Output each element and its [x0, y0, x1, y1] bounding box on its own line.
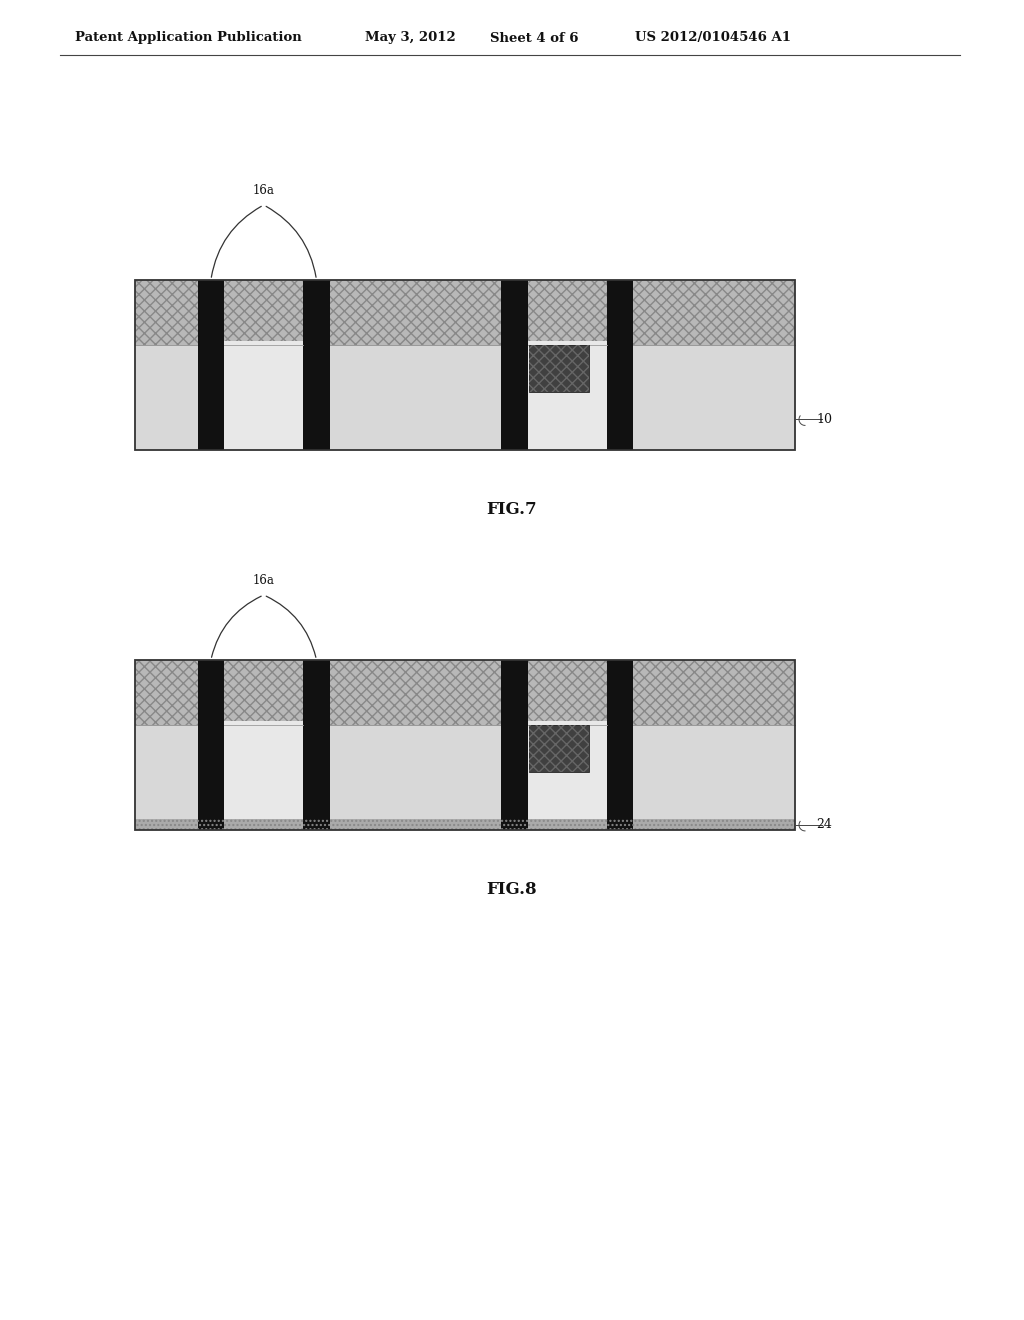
Text: 16a: 16a	[253, 574, 274, 587]
Bar	[135, 660, 795, 830]
Bar	[135, 725, 795, 830]
Text: Sheet 4 of 6: Sheet 4 of 6	[490, 32, 579, 45]
Bar	[502, 280, 527, 450]
FancyArrowPatch shape	[212, 597, 261, 657]
Bar	[135, 280, 795, 345]
Bar	[135, 345, 795, 450]
Bar	[135, 660, 795, 725]
Bar	[529, 725, 589, 772]
FancyArrowPatch shape	[266, 597, 315, 657]
Text: Patent Application Publication: Patent Application Publication	[75, 32, 302, 45]
Text: May 3, 2012: May 3, 2012	[365, 32, 456, 45]
Bar	[527, 721, 607, 830]
Bar	[135, 818, 795, 830]
Bar	[135, 660, 795, 830]
Text: US 2012/0104546 A1: US 2012/0104546 A1	[635, 32, 791, 45]
Bar	[303, 660, 330, 830]
Bar	[527, 342, 607, 450]
Bar	[135, 660, 795, 725]
Bar	[135, 280, 795, 450]
Bar	[502, 660, 527, 830]
Bar	[135, 818, 795, 830]
Bar	[135, 280, 795, 345]
Text: 10: 10	[816, 413, 831, 426]
Text: FIG.7: FIG.7	[486, 502, 538, 519]
Text: 24: 24	[816, 818, 831, 832]
Bar	[224, 342, 303, 450]
Bar	[198, 280, 224, 450]
Bar	[607, 660, 633, 830]
Bar	[607, 280, 633, 450]
Bar	[135, 280, 795, 450]
FancyArrowPatch shape	[266, 206, 316, 277]
Bar	[529, 725, 589, 772]
Text: FIG.8: FIG.8	[486, 882, 538, 899]
Bar	[529, 345, 589, 392]
Bar	[303, 280, 330, 450]
Bar	[224, 721, 303, 830]
FancyArrowPatch shape	[211, 206, 261, 277]
Bar	[198, 660, 224, 830]
Bar	[529, 345, 589, 392]
Text: 16a: 16a	[253, 183, 274, 197]
